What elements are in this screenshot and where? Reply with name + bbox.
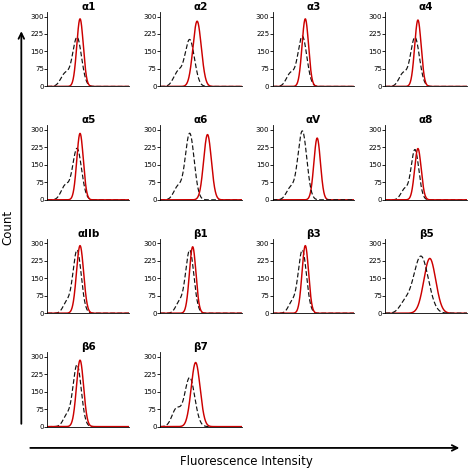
Title: α2: α2 — [194, 2, 208, 12]
Title: β6: β6 — [81, 342, 96, 352]
Title: β3: β3 — [306, 228, 321, 238]
Title: αV: αV — [306, 115, 321, 125]
Title: α4: α4 — [419, 2, 433, 12]
Title: α3: α3 — [306, 2, 320, 12]
Title: αIIb: αIIb — [77, 228, 100, 238]
Title: α1: α1 — [81, 2, 95, 12]
Title: β5: β5 — [419, 228, 433, 238]
Text: Count: Count — [1, 210, 14, 245]
Title: β7: β7 — [193, 342, 208, 352]
Title: α8: α8 — [419, 115, 433, 125]
Title: α6: α6 — [194, 115, 208, 125]
Title: α5: α5 — [81, 115, 95, 125]
Title: β1: β1 — [193, 228, 208, 238]
Text: Fluorescence Intensity: Fluorescence Intensity — [180, 456, 313, 468]
